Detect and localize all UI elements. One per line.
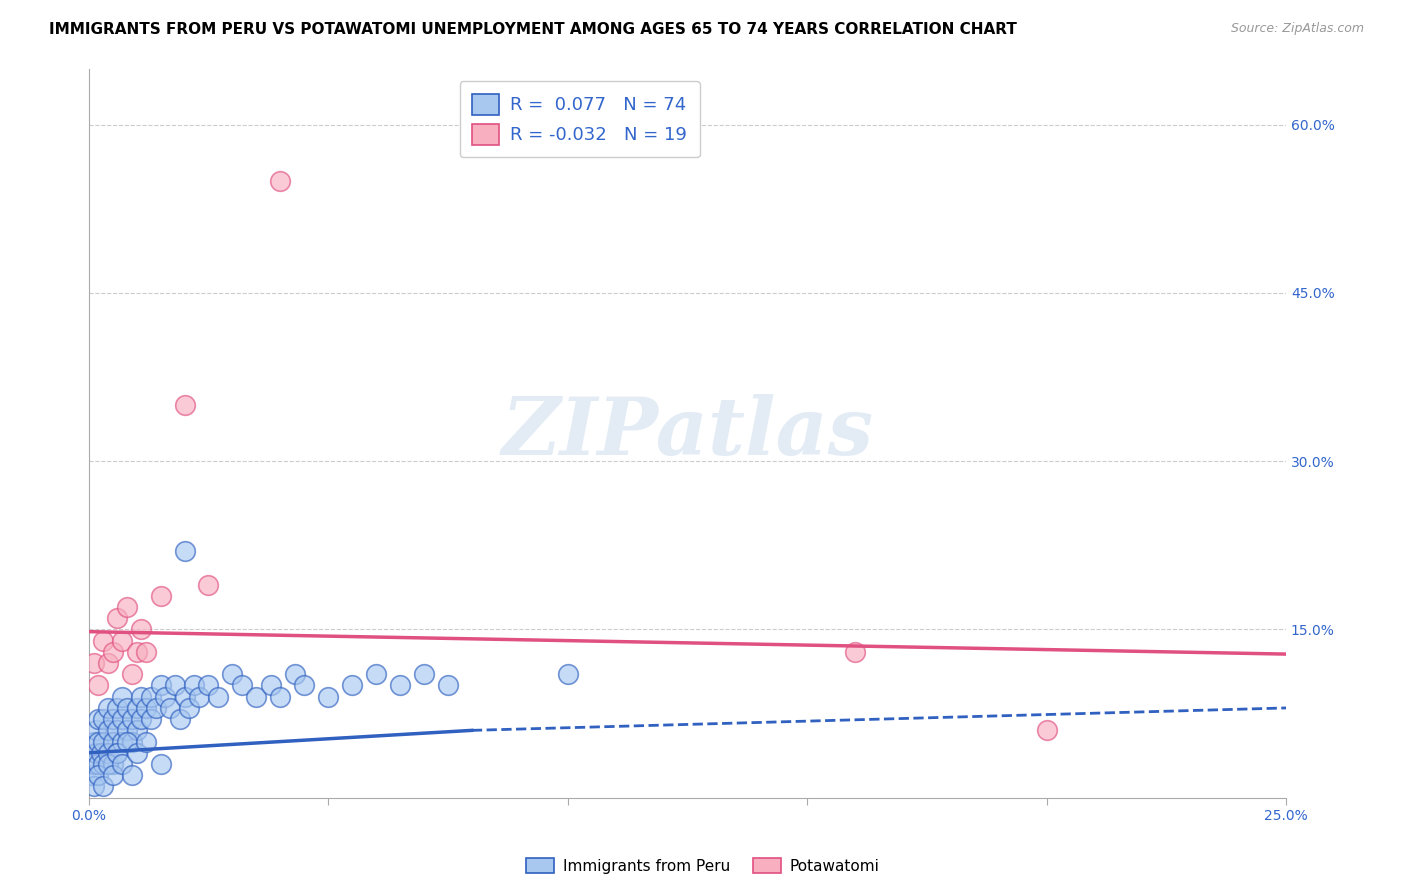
Point — [115, 599, 138, 614]
Point — [83, 734, 105, 748]
Point — [83, 780, 105, 794]
Point — [111, 712, 134, 726]
Point — [221, 667, 243, 681]
Point — [340, 678, 363, 692]
Point — [97, 746, 120, 760]
Point — [207, 690, 229, 704]
Point — [135, 645, 157, 659]
Point — [260, 678, 283, 692]
Point — [87, 712, 110, 726]
Point — [107, 701, 129, 715]
Point — [84, 723, 107, 738]
Point — [87, 757, 110, 772]
Point — [107, 746, 129, 760]
Point — [97, 701, 120, 715]
Point — [101, 768, 124, 782]
Point — [169, 712, 191, 726]
Point — [173, 690, 195, 704]
Point — [139, 712, 162, 726]
Point — [149, 678, 172, 692]
Point — [91, 780, 114, 794]
Point — [145, 701, 167, 715]
Point — [97, 757, 120, 772]
Point — [87, 768, 110, 782]
Point — [97, 723, 120, 738]
Point — [121, 667, 143, 681]
Point — [111, 633, 134, 648]
Text: ZIPatlas: ZIPatlas — [502, 394, 873, 472]
Point — [101, 712, 124, 726]
Point — [83, 757, 105, 772]
Point — [101, 734, 124, 748]
Point — [135, 701, 157, 715]
Point — [135, 734, 157, 748]
Point — [269, 174, 291, 188]
Point — [159, 701, 181, 715]
Point — [121, 712, 143, 726]
Point — [557, 667, 579, 681]
Point — [389, 678, 412, 692]
Point — [115, 734, 138, 748]
Text: Source: ZipAtlas.com: Source: ZipAtlas.com — [1230, 22, 1364, 36]
Point — [87, 734, 110, 748]
Point — [173, 398, 195, 412]
Point — [115, 723, 138, 738]
Point — [183, 678, 205, 692]
Point — [131, 623, 153, 637]
Point — [84, 746, 107, 760]
Point — [173, 544, 195, 558]
Point — [437, 678, 460, 692]
Point — [155, 690, 177, 704]
Point — [107, 723, 129, 738]
Point — [115, 701, 138, 715]
Point — [197, 577, 219, 591]
Point — [269, 690, 291, 704]
Point — [91, 633, 114, 648]
Point — [163, 678, 186, 692]
Point — [80, 768, 103, 782]
Point — [111, 757, 134, 772]
Point — [149, 589, 172, 603]
Point — [125, 645, 148, 659]
Point — [292, 678, 315, 692]
Point — [844, 645, 866, 659]
Text: IMMIGRANTS FROM PERU VS POTAWATOMI UNEMPLOYMENT AMONG AGES 65 TO 74 YEARS CORREL: IMMIGRANTS FROM PERU VS POTAWATOMI UNEMP… — [49, 22, 1017, 37]
Point — [111, 690, 134, 704]
Point — [125, 723, 148, 738]
Point — [83, 656, 105, 670]
Point — [316, 690, 339, 704]
Point — [413, 667, 436, 681]
Point — [245, 690, 267, 704]
Point — [131, 712, 153, 726]
Point — [107, 611, 129, 625]
Point — [179, 701, 201, 715]
Point — [139, 690, 162, 704]
Point — [97, 656, 120, 670]
Point — [101, 645, 124, 659]
Point — [87, 678, 110, 692]
Legend: Immigrants from Peru, Potawatomi: Immigrants from Peru, Potawatomi — [520, 852, 886, 880]
Point — [187, 690, 209, 704]
Point — [364, 667, 387, 681]
Point — [284, 667, 307, 681]
Point — [1035, 723, 1057, 738]
Point — [101, 757, 124, 772]
Point — [107, 746, 129, 760]
Point — [231, 678, 253, 692]
Point — [121, 768, 143, 782]
Point — [90, 746, 112, 760]
Point — [149, 757, 172, 772]
Point — [125, 746, 148, 760]
Point — [91, 734, 114, 748]
Point — [121, 734, 143, 748]
Point — [131, 690, 153, 704]
Legend: R =  0.077   N = 74, R = -0.032   N = 19: R = 0.077 N = 74, R = -0.032 N = 19 — [460, 81, 700, 157]
Point — [91, 712, 114, 726]
Point — [125, 701, 148, 715]
Point — [111, 734, 134, 748]
Point — [91, 757, 114, 772]
Point — [197, 678, 219, 692]
